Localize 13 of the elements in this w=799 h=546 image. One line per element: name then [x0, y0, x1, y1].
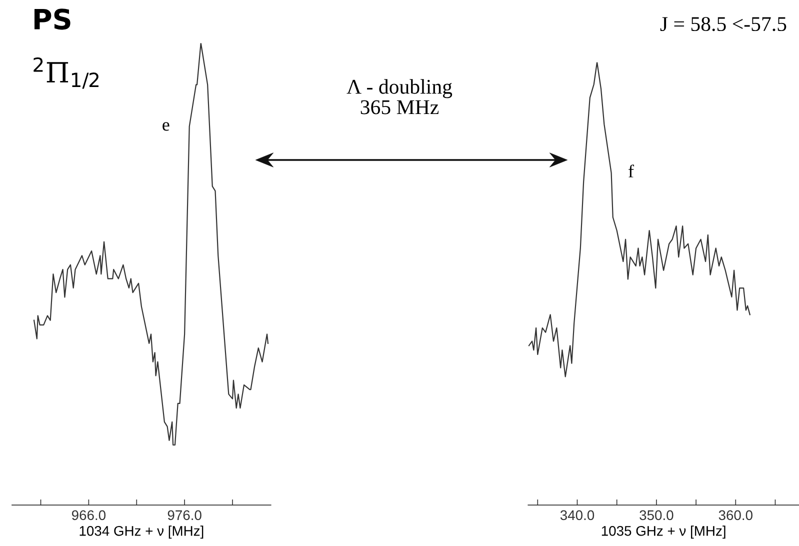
x-tick-label: 360.0: [718, 510, 752, 520]
x-tick-label: 350.0: [640, 510, 674, 520]
x-tick-label: 340.0: [560, 510, 594, 520]
text: $^{2}$Π$_{1/2}$: [34, 57, 98, 89]
chart-title: PS: [34, 8, 70, 30]
annotation: e: [162, 122, 170, 131]
text: Λ - doubling 365 MHz: [346, 79, 452, 114]
x-tick-label: 966.0: [72, 510, 106, 520]
x-axis-title: 1035 GHz + ν [MHz]: [602, 526, 726, 539]
annotation: f: [628, 164, 634, 178]
text: J = 58.5 <-57.5: [660, 16, 786, 32]
x-tick-label: 976.0: [168, 510, 202, 520]
x-axis-title: 1034 GHz + ν [MHz]: [80, 526, 204, 539]
